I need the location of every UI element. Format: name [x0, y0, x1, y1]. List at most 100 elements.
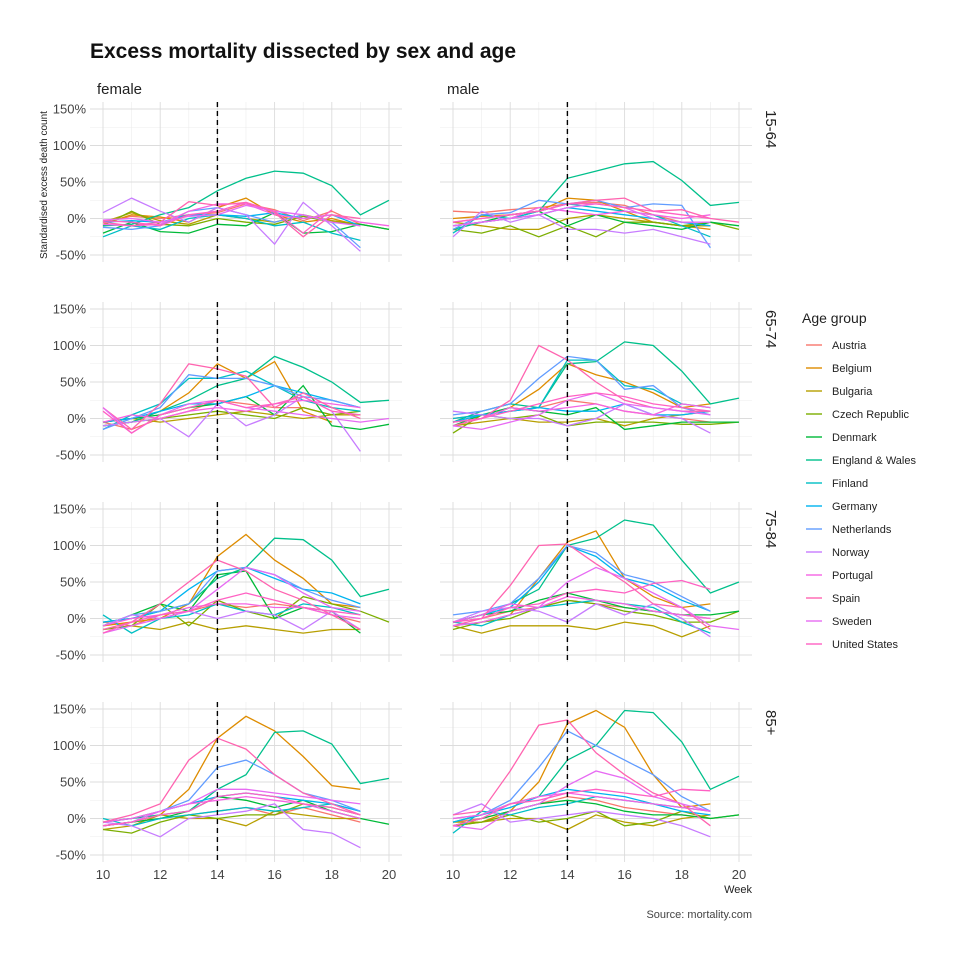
series-line-netherlands — [452, 730, 711, 820]
series-line-sweden — [102, 204, 361, 227]
y-tick-label: 100% — [53, 738, 87, 753]
legend-label-england-wales: England & Wales — [832, 455, 916, 467]
series-line-bulgaria — [102, 621, 361, 634]
x-tick-label: 16 — [267, 867, 281, 882]
x-tick-label: 20 — [732, 867, 746, 882]
legend-label-austria: Austria — [832, 340, 867, 352]
x-tick-label: 12 — [153, 867, 167, 882]
series-line-united-states — [102, 792, 361, 827]
series-line-belgium — [452, 709, 711, 827]
facet-column-label: male — [447, 81, 480, 98]
series-line-netherlands — [102, 374, 361, 431]
series-line-sweden — [452, 203, 711, 227]
series-line-denmark — [452, 406, 739, 431]
series-line-united-states — [452, 788, 711, 827]
panel-male-85plus: 10 12 14 16 18 20 85+ — [440, 702, 779, 882]
legend-label-norway: Norway — [832, 547, 870, 559]
y-tick-label: 50% — [60, 175, 86, 190]
series-line-united-states — [452, 203, 711, 223]
series-line-portugal — [452, 595, 711, 623]
legend-title: Age group — [802, 310, 867, 326]
series-line-united-states — [102, 592, 361, 634]
panel-female-15-64: -50% 0% 50% 100% 150% female — [53, 81, 402, 263]
series-line-bulgaria — [452, 621, 711, 638]
y-tick-label: 0% — [67, 611, 86, 626]
x-tick-label: 12 — [503, 867, 517, 882]
series-line-austria — [452, 201, 711, 227]
chart-title: Excess mortality dissected by sex and ag… — [90, 40, 516, 63]
y-tick-label: 50% — [60, 575, 86, 590]
facet-row-label: 65-74 — [762, 310, 779, 348]
series-line-netherlands — [452, 544, 711, 616]
y-tick-label: -50% — [56, 648, 87, 663]
y-tick-label: 150% — [53, 302, 87, 317]
panel-male-75-84: 75-84 — [440, 502, 779, 662]
legend-label-finland: Finland — [832, 478, 868, 490]
panel-female-85plus: -50% 0% 50% 100% 150% 10 12 14 16 18 20 — [53, 702, 402, 882]
panel-male-15-64: male 15-64 — [440, 81, 779, 262]
y-tick-label: 0% — [67, 211, 86, 226]
series-line-sweden — [102, 788, 361, 827]
series-line-norway — [102, 197, 361, 252]
series-line-finland — [102, 603, 361, 634]
x-tick-label: 18 — [325, 867, 339, 882]
y-tick-label: 100% — [53, 138, 87, 153]
series-line-spain — [102, 363, 361, 431]
series-line-united-states — [102, 395, 361, 434]
y-tick-label: 100% — [53, 338, 87, 353]
x-tick-label: 10 — [96, 867, 110, 882]
caption: Source: mortality.com — [646, 909, 752, 921]
y-tick-label: 150% — [53, 702, 87, 717]
legend-label-czech-republic: Czech Republic — [832, 409, 910, 421]
legend-label-belgium: Belgium — [832, 363, 872, 375]
panel-female-65-74: -50% 0% 50% 100% 150% — [53, 302, 402, 463]
y-tick-label: 150% — [53, 102, 87, 117]
legend-label-united-states: United States — [832, 639, 899, 651]
panel-female-75-84: -50% 0% 50% 100% 150% — [53, 502, 402, 663]
y-tick-label: 0% — [67, 811, 86, 826]
series-line-czech-republic — [452, 221, 740, 238]
series-line-netherlands — [452, 355, 711, 416]
y-tick-label: -50% — [56, 448, 87, 463]
series-line-norway — [452, 803, 711, 838]
legend-label-sweden: Sweden — [832, 616, 872, 628]
y-axis-label: Standardised excess death count — [39, 111, 50, 259]
facet-row-label: 75-84 — [762, 510, 779, 548]
series-line-england-wales — [102, 730, 390, 823]
series-line-united-states — [452, 579, 711, 623]
series-line-spain — [452, 543, 711, 631]
series-line-norway — [452, 403, 711, 434]
legend-label-germany: Germany — [832, 501, 878, 513]
y-tick-label: 100% — [53, 538, 87, 553]
series-line-united-states — [452, 392, 711, 423]
series-line-sweden — [452, 392, 711, 431]
y-tick-label: 0% — [67, 411, 86, 426]
y-tick-label: -50% — [56, 248, 87, 263]
series-line-norway — [102, 803, 361, 849]
series-line-bulgaria — [453, 814, 711, 831]
series-line-finland — [452, 599, 711, 634]
legend-label-denmark: Denmark — [832, 432, 877, 444]
series-line-england-wales — [102, 170, 390, 227]
facet-column-label: female — [97, 81, 142, 98]
legend-label-portugal: Portugal — [832, 570, 873, 582]
legend-label-spain: Spain — [832, 593, 860, 605]
x-tick-label: 10 — [446, 867, 460, 882]
series-line-sweden — [452, 566, 740, 631]
panels-group: -50%0%50%100%150%female male15-64-50%0%50… — [53, 81, 779, 882]
series-line-sweden — [452, 770, 711, 831]
facet-row-label: 85+ — [762, 710, 779, 736]
legend-label-netherlands: Netherlands — [832, 524, 892, 536]
series-line-germany — [102, 384, 361, 423]
y-tick-label: -50% — [56, 848, 87, 863]
series-line-sweden — [102, 566, 361, 634]
series-line-belgium — [102, 197, 361, 227]
legend: Age group Austria Belgium Bulgaria Czech Re… — [802, 310, 916, 651]
series-line-spain — [452, 719, 711, 827]
series-line-germany — [452, 544, 711, 623]
y-tick-label: 150% — [53, 502, 87, 517]
x-tick-label: 14 — [210, 867, 224, 882]
x-tick-label: 18 — [675, 867, 689, 882]
facet-row-label: 15-64 — [762, 110, 779, 148]
